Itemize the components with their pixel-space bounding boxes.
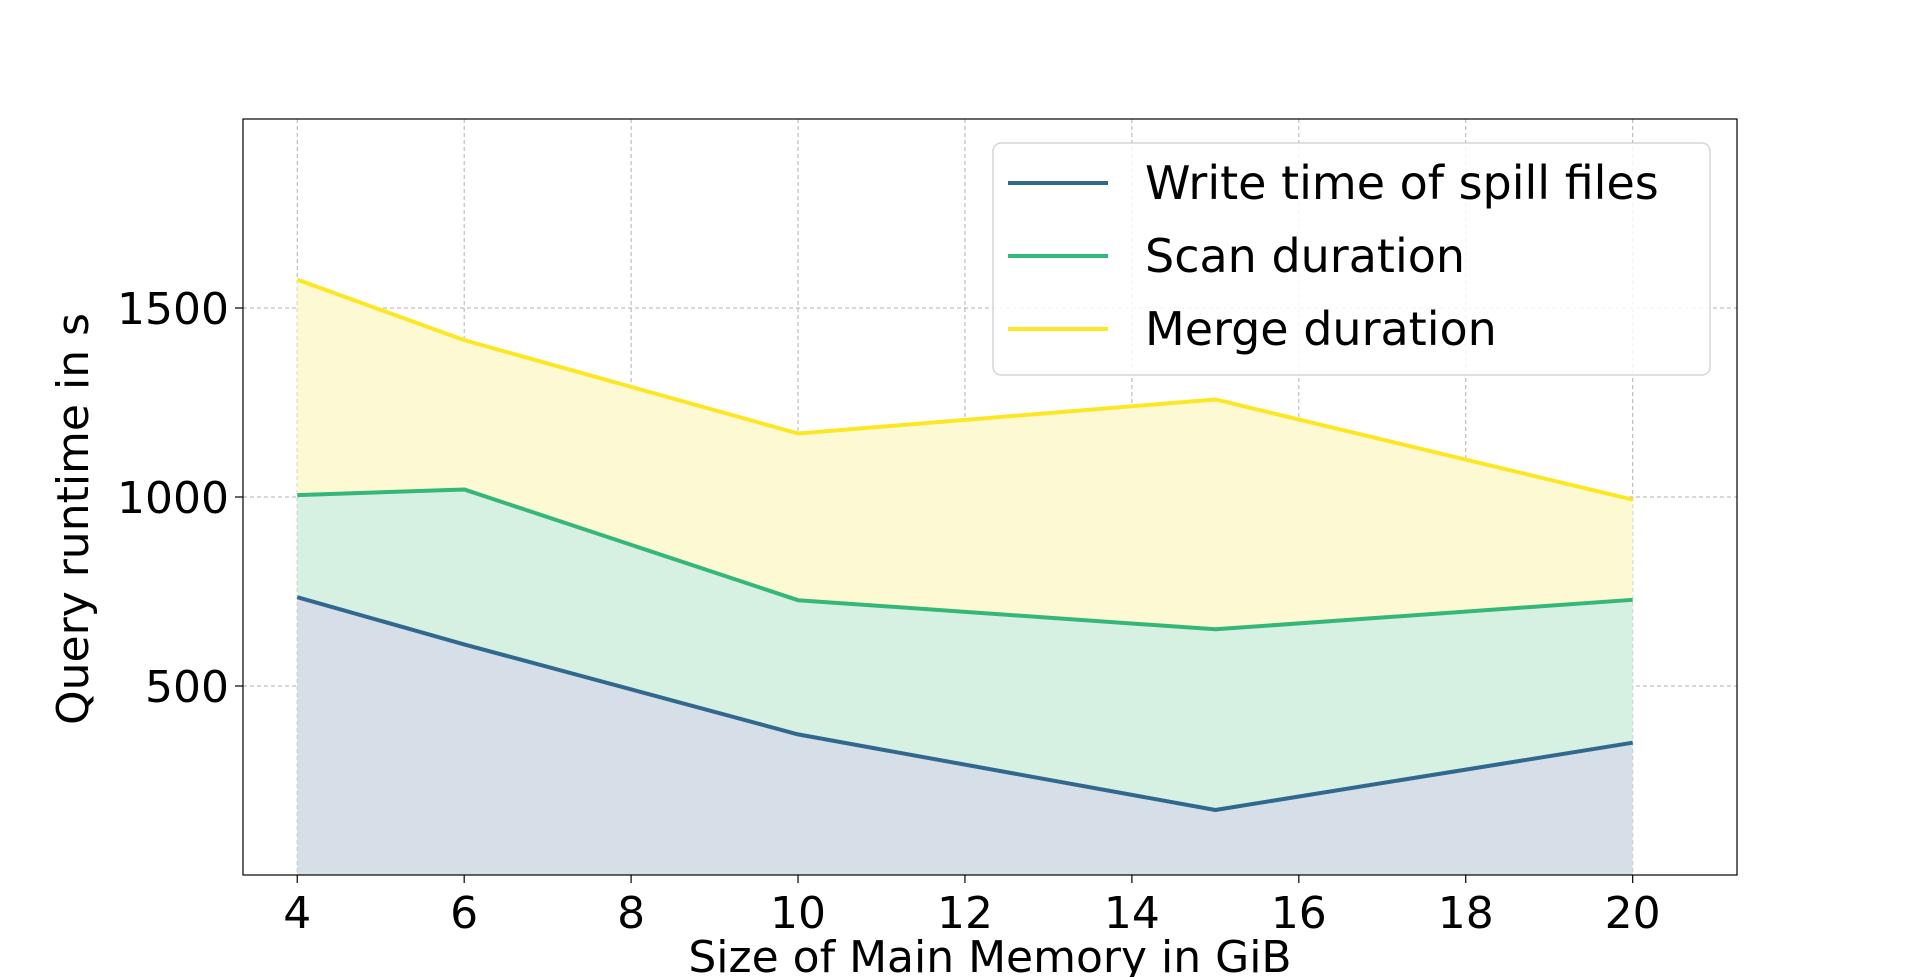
x-tick-label: 10 (770, 888, 826, 939)
area-fill (297, 279, 1633, 630)
x-tick-label: 8 (617, 888, 645, 939)
series-line (296, 277, 1634, 502)
x-tick-label: 12 (937, 888, 993, 939)
y-tick-label: 1000 (117, 473, 229, 524)
y-axis-label: Query runtime in s (48, 313, 99, 725)
area-fill (297, 489, 1633, 810)
area-fill (297, 597, 1633, 875)
legend-box (992, 142, 1711, 376)
x-axis-label: Size of Main Memory in GiB (688, 932, 1291, 977)
legend-label: Write time of spill files (1145, 156, 1659, 210)
series-lines (296, 277, 1634, 812)
x-tick-label: 6 (450, 888, 478, 939)
series-line (297, 487, 1633, 632)
legend-label: Scan duration (1145, 229, 1465, 283)
x-tick-label: 16 (1271, 888, 1327, 939)
x-tick-label: 4 (283, 888, 311, 939)
legend-label: Merge duration (1145, 302, 1497, 356)
area-fills (297, 279, 1633, 875)
axis-ticks: 4 6 8 10 12 14 16 18 20 500 1000 1500 (117, 284, 1661, 939)
x-tick-label: 20 (1605, 888, 1661, 939)
legend: Write time of spill files Scan duration Me… (992, 142, 1711, 376)
x-tick-label: 18 (1438, 888, 1494, 939)
y-tick-label: 1500 (117, 284, 229, 335)
series-line (296, 595, 1633, 812)
x-tick-label: 14 (1104, 888, 1160, 939)
y-tick-label: 500 (145, 662, 229, 713)
